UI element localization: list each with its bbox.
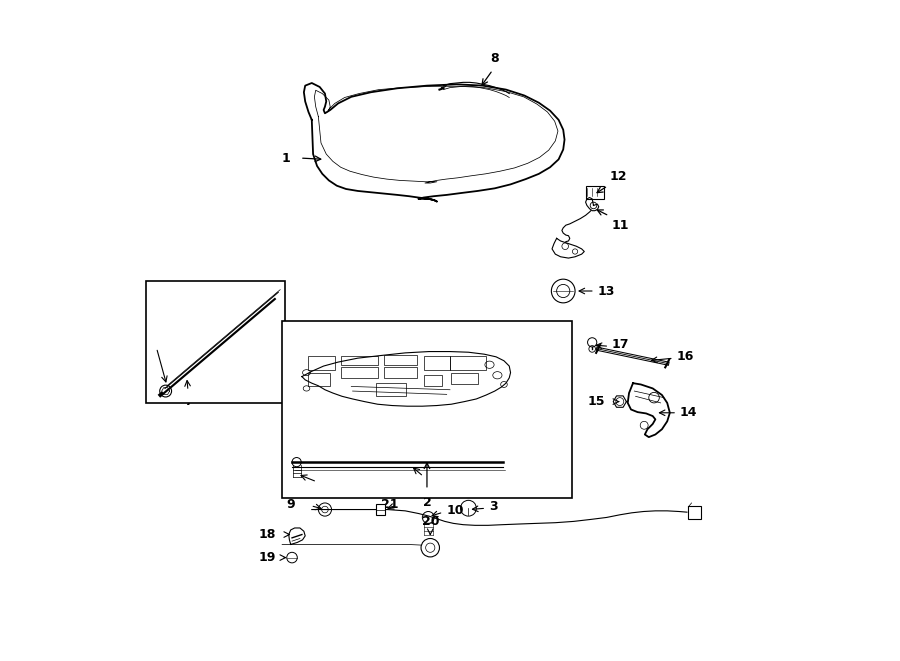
Text: 16: 16 xyxy=(677,350,694,364)
Text: 21: 21 xyxy=(382,498,399,511)
Bar xyxy=(384,355,417,366)
Bar xyxy=(341,356,378,366)
Text: 1: 1 xyxy=(282,151,291,165)
Text: 12: 12 xyxy=(610,170,627,183)
Bar xyxy=(450,356,486,370)
Text: 6: 6 xyxy=(148,338,156,352)
Bar xyxy=(376,504,385,515)
Bar xyxy=(376,383,406,397)
Bar xyxy=(424,375,442,387)
Text: 11: 11 xyxy=(612,219,629,231)
Text: 4: 4 xyxy=(427,480,436,493)
Bar xyxy=(283,321,572,498)
Bar xyxy=(309,373,329,387)
Text: 15: 15 xyxy=(588,395,606,408)
Text: 20: 20 xyxy=(421,515,439,528)
Text: 7: 7 xyxy=(184,395,193,408)
Text: 2: 2 xyxy=(423,496,431,510)
Text: 9: 9 xyxy=(286,498,294,511)
Bar xyxy=(341,368,378,378)
FancyBboxPatch shape xyxy=(688,506,701,520)
Bar xyxy=(146,281,285,403)
Text: 3: 3 xyxy=(490,500,498,514)
Text: 17: 17 xyxy=(612,338,629,352)
FancyBboxPatch shape xyxy=(586,186,604,199)
Bar xyxy=(451,373,478,385)
Text: 14: 14 xyxy=(680,407,698,419)
Text: 19: 19 xyxy=(258,551,275,564)
Text: 13: 13 xyxy=(598,284,615,297)
Text: 5: 5 xyxy=(320,485,329,498)
Text: 10: 10 xyxy=(446,504,464,518)
Bar xyxy=(384,368,417,378)
Text: 8: 8 xyxy=(491,52,500,65)
Text: 18: 18 xyxy=(259,528,276,541)
Bar xyxy=(309,356,335,370)
Bar xyxy=(424,356,450,370)
